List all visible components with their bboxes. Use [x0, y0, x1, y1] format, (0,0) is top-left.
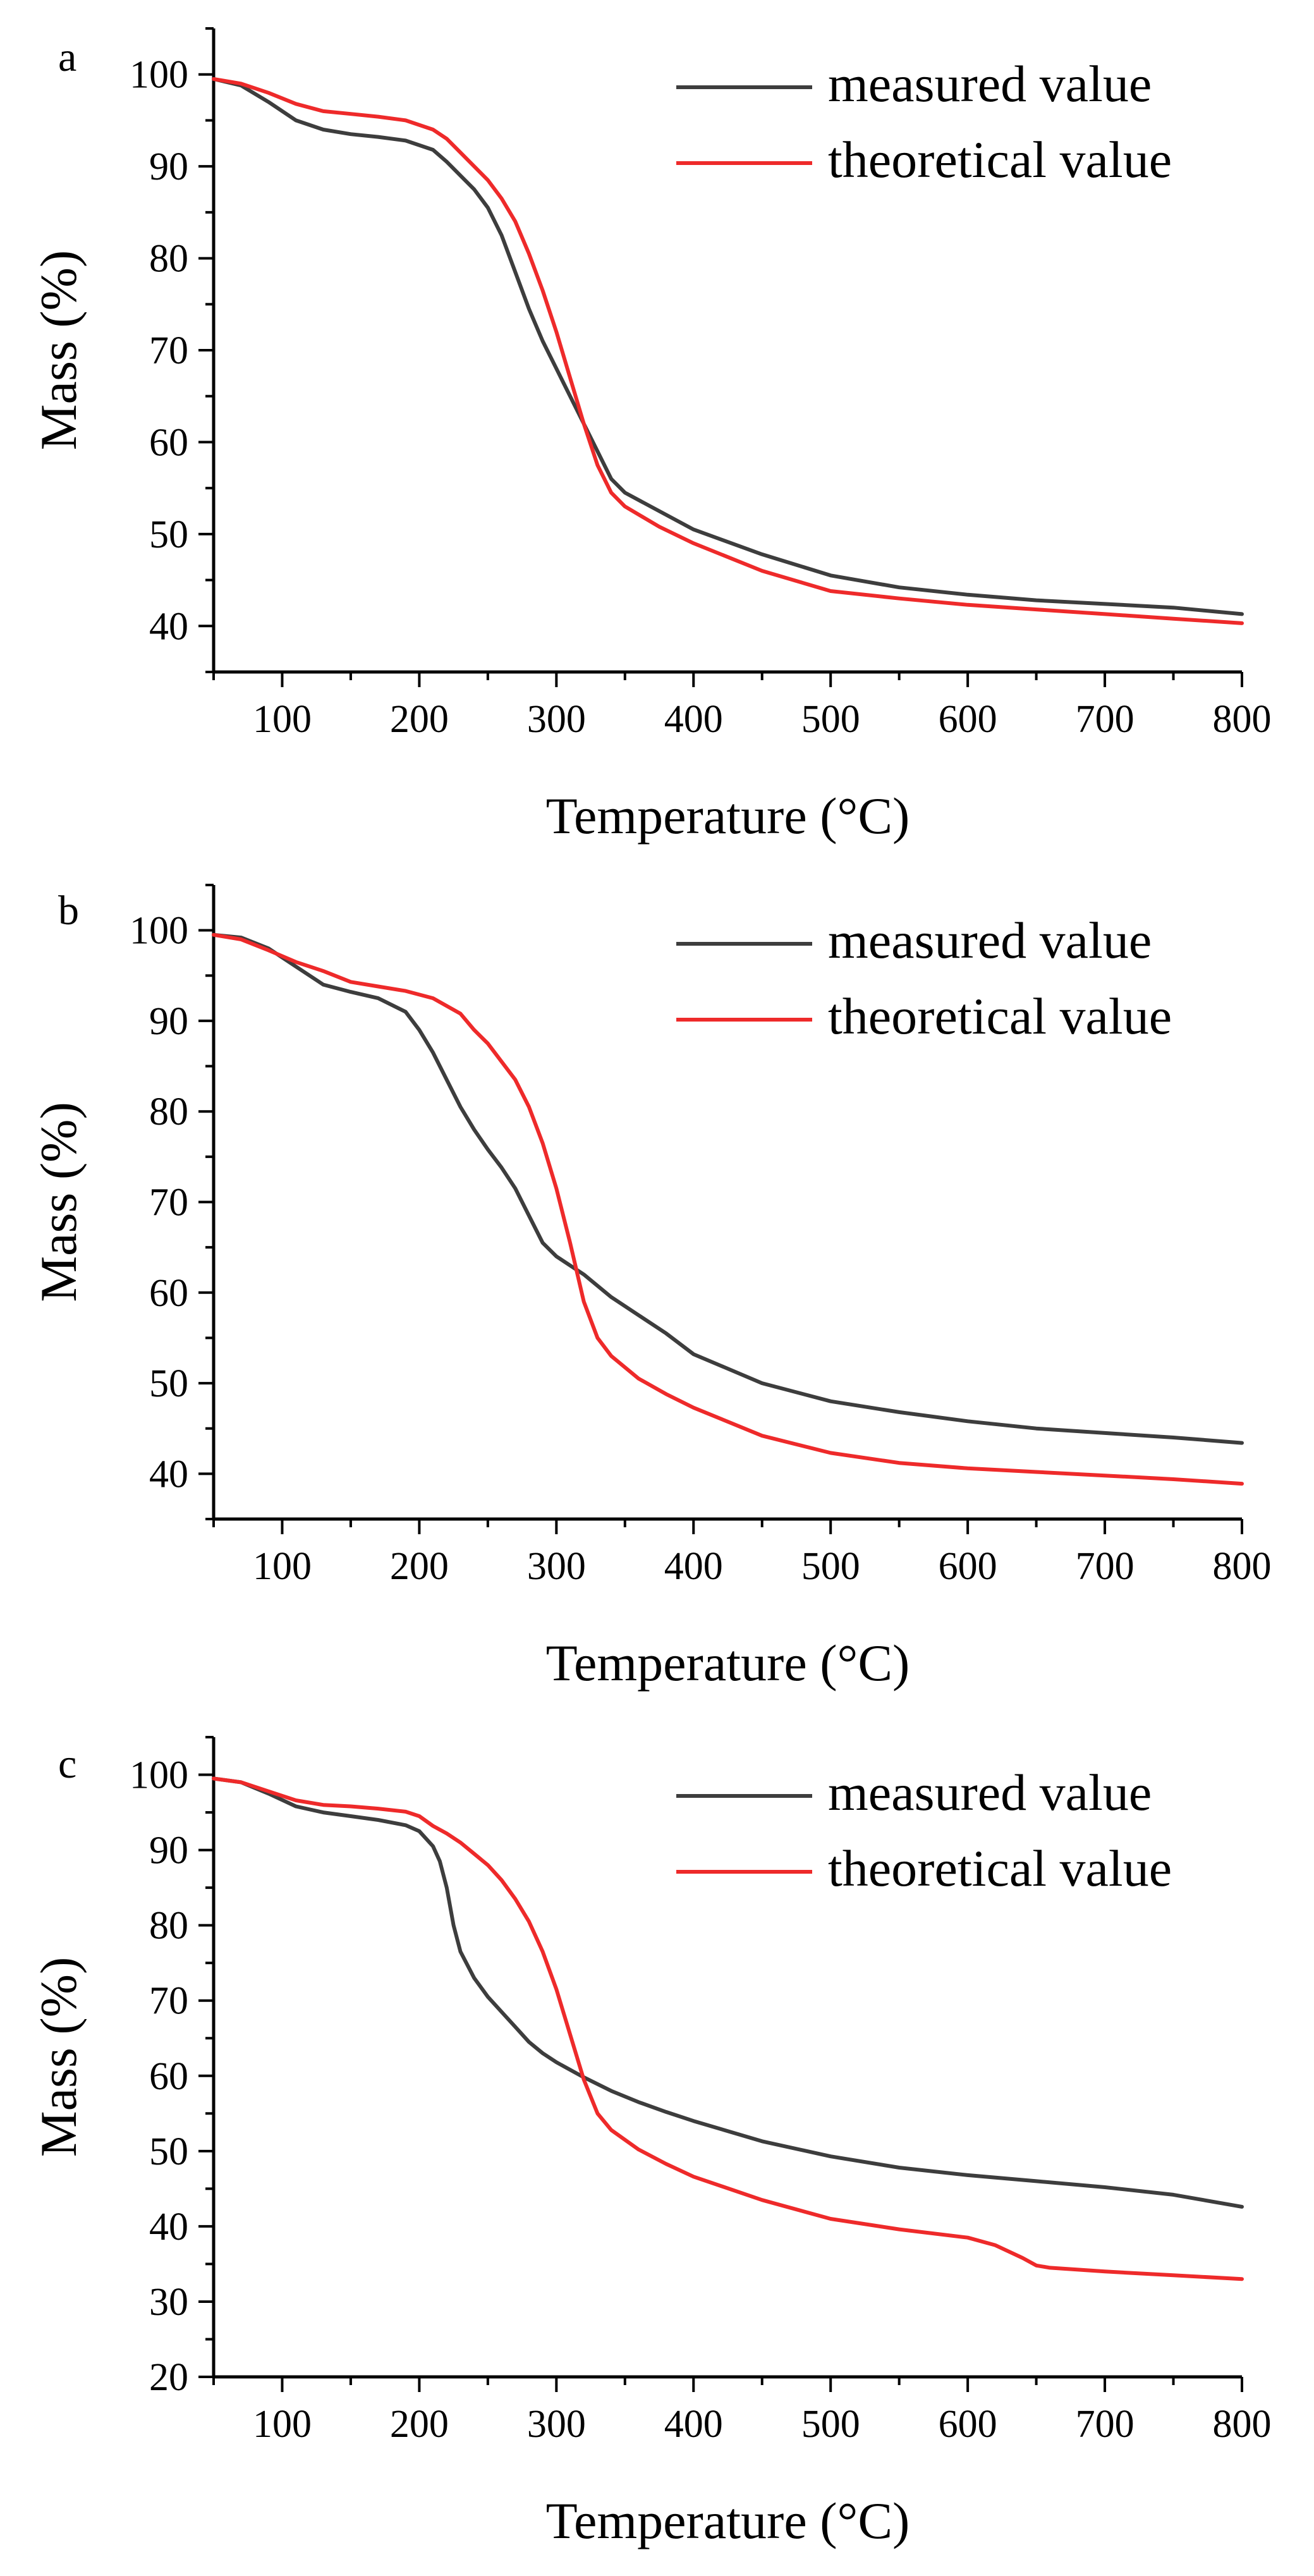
x-tick-label: 700 — [1076, 698, 1135, 741]
series-line-theoretical — [212, 932, 1244, 1486]
x-tick-label: 800 — [1213, 1545, 1272, 1588]
y-tick-label: 60 — [149, 1272, 188, 1315]
y-tick-label: 50 — [149, 1362, 188, 1405]
series-line-measured — [212, 77, 1244, 616]
panel-label: c — [58, 1741, 76, 1787]
y-tick-label: 80 — [149, 238, 188, 281]
chart-panel-a: 100 200 300 400 500 600 700 800 40 50 60 70 80 90 100 T… — [30, 27, 1272, 845]
x-tick-label: 600 — [939, 698, 997, 741]
x-tick-label: 400 — [664, 698, 723, 741]
x-tick-label: 800 — [1213, 2403, 1272, 2446]
y-tick-label: 100 — [130, 1754, 188, 1797]
x-tick-label: 600 — [939, 2403, 997, 2446]
x-tick-label: 500 — [801, 1545, 860, 1588]
y-tick-label: 80 — [149, 1905, 188, 1948]
x-axis-title: Temperature (°C) — [546, 1634, 910, 1692]
y-axis-title: Mass (%) — [30, 1102, 87, 1302]
chart-panel-b: 100 200 300 400 500 600 700 800 40 50 60 70 80 90 100 T… — [30, 884, 1272, 1692]
y-axis-title: Mass (%) — [30, 250, 87, 451]
y-axis-title: Mass (%) — [30, 1957, 87, 2158]
x-tick-label: 700 — [1076, 2403, 1135, 2446]
y-tick-label: 90 — [149, 1000, 188, 1043]
series-line-measured — [212, 932, 1244, 1445]
x-tick-label: 400 — [664, 2403, 723, 2446]
panel-label: a — [58, 34, 76, 80]
x-tick-label: 100 — [253, 2403, 312, 2446]
y-tick-label: 100 — [130, 910, 188, 953]
x-tick-label: 300 — [527, 1545, 586, 1588]
legend-label-theoretical: theoretical value — [828, 987, 1172, 1045]
legend-label-measured: measured value — [828, 55, 1152, 113]
x-tick-label: 100 — [253, 698, 312, 741]
legend-label-measured: measured value — [828, 1764, 1152, 1821]
y-tick-label: 40 — [149, 605, 188, 648]
panel-label: b — [58, 888, 79, 934]
series-line-theoretical — [212, 1776, 1244, 2281]
y-tick-label: 60 — [149, 421, 188, 464]
x-tick-label: 200 — [390, 1545, 449, 1588]
y-tick-label: 90 — [149, 1829, 188, 1872]
y-tick-label: 50 — [149, 2130, 188, 2173]
y-tick-label: 20 — [149, 2356, 188, 2399]
y-tick-label: 50 — [149, 513, 188, 556]
series-line-measured — [212, 1776, 1244, 2209]
x-tick-label: 400 — [664, 1545, 723, 1588]
x-tick-label: 200 — [390, 698, 449, 741]
x-tick-label: 100 — [253, 1545, 312, 1588]
x-tick-label: 700 — [1076, 1545, 1135, 1588]
y-tick-label: 70 — [149, 329, 188, 372]
y-tick-label: 70 — [149, 1181, 188, 1224]
legend-label-theoretical: theoretical value — [828, 1840, 1172, 1897]
x-tick-label: 800 — [1213, 698, 1272, 741]
x-axis-title: Temperature (°C) — [546, 787, 910, 845]
y-tick-label: 90 — [149, 145, 188, 188]
x-axis-title: Temperature (°C) — [546, 2492, 910, 2549]
legend-label-theoretical: theoretical value — [828, 131, 1172, 188]
chart-panel-c: 100 200 300 400 500 600 700 800 20 30 40 50 60 70 80 90… — [30, 1736, 1272, 2549]
x-tick-label: 300 — [527, 2403, 586, 2446]
y-tick-label: 100 — [130, 54, 188, 97]
x-tick-label: 600 — [939, 1545, 997, 1588]
series-line-theoretical — [212, 77, 1244, 625]
x-tick-label: 200 — [390, 2403, 449, 2446]
y-tick-label: 80 — [149, 1090, 188, 1133]
legend-label-measured: measured value — [828, 912, 1152, 969]
y-tick-label: 30 — [149, 2281, 188, 2324]
x-tick-label: 500 — [801, 2403, 860, 2446]
y-tick-label: 70 — [149, 1980, 188, 2023]
x-tick-label: 500 — [801, 698, 860, 741]
y-tick-label: 60 — [149, 2055, 188, 2098]
y-tick-label: 40 — [149, 2206, 188, 2249]
x-tick-label: 300 — [527, 698, 586, 741]
y-tick-label: 40 — [149, 1453, 188, 1496]
